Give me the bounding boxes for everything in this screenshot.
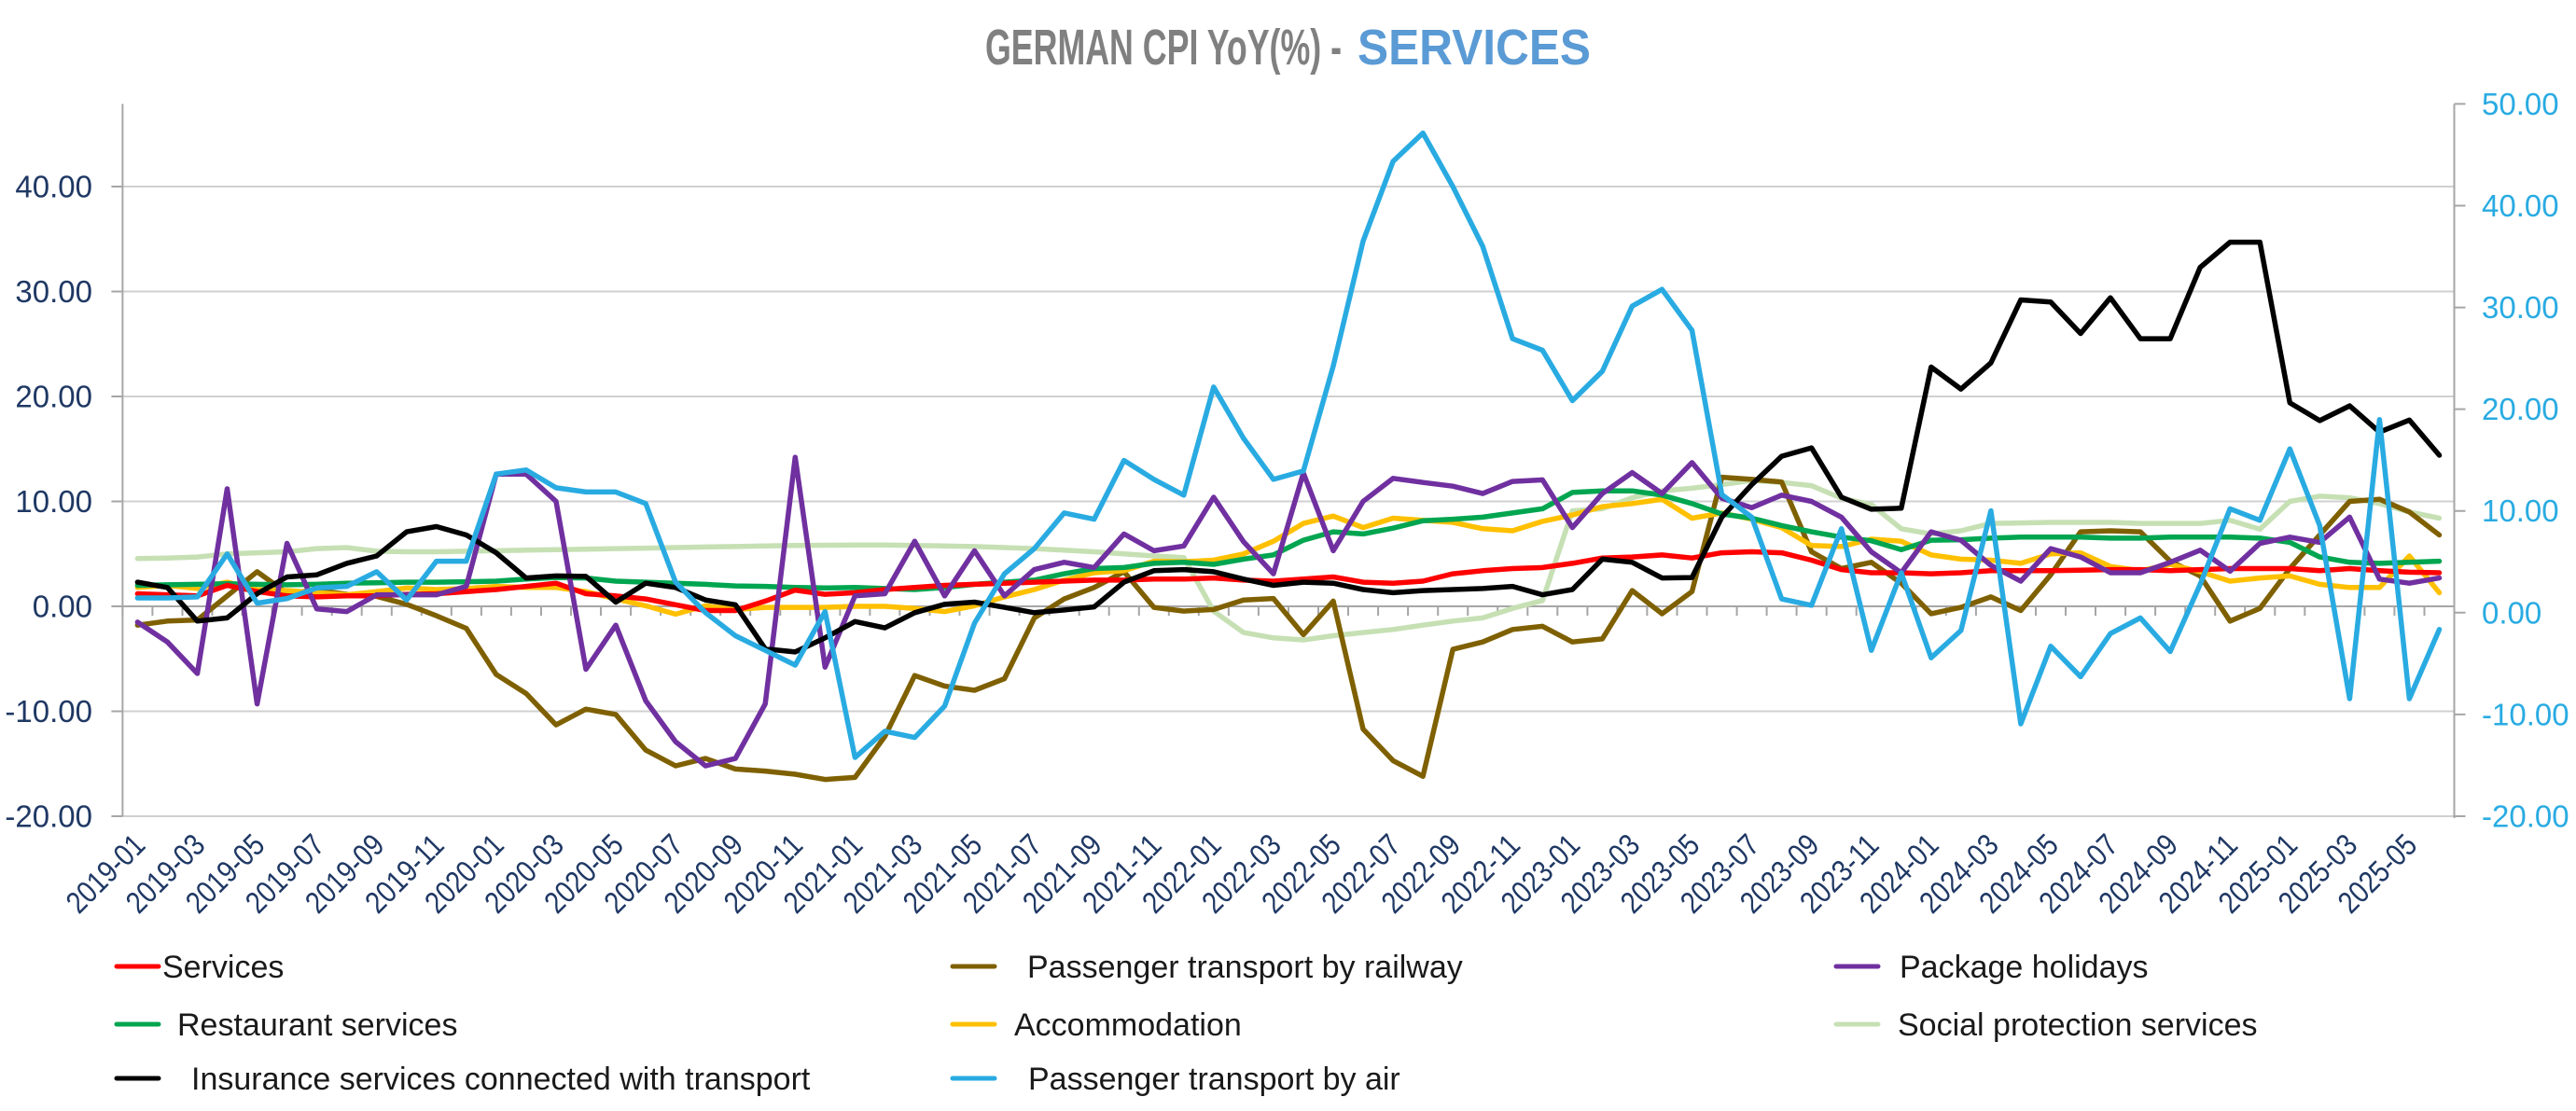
svg-text:40.00: 40.00: [2482, 188, 2559, 223]
svg-text:Passenger transport by railway: Passenger transport by railway: [1027, 950, 1463, 985]
svg-text:10.00: 10.00: [15, 484, 92, 519]
svg-text:-20.00: -20.00: [2482, 799, 2569, 834]
svg-text:40.00: 40.00: [15, 170, 92, 204]
svg-text:0.00: 0.00: [2482, 595, 2541, 630]
svg-text:Restaurant services: Restaurant services: [177, 1007, 457, 1043]
svg-text:Package holidays: Package holidays: [1900, 950, 2149, 985]
svg-text:SERVICES: SERVICES: [1358, 20, 1591, 76]
svg-text:30.00: 30.00: [2482, 290, 2559, 325]
svg-text:50.00: 50.00: [2482, 87, 2559, 121]
svg-text:Accommodation: Accommodation: [1014, 1007, 1242, 1043]
svg-text:20.00: 20.00: [15, 380, 92, 414]
svg-text:Insurance services connected w: Insurance services connected with transp…: [191, 1062, 811, 1097]
svg-text:0.00: 0.00: [33, 590, 92, 624]
svg-text:-10.00: -10.00: [5, 694, 92, 729]
svg-text:20.00: 20.00: [2482, 392, 2559, 426]
svg-text:Social protection services: Social protection services: [1898, 1007, 2258, 1043]
svg-text:-10.00: -10.00: [2482, 697, 2569, 731]
svg-text:-20.00: -20.00: [5, 799, 92, 834]
svg-text:Passenger transport by air: Passenger transport by air: [1028, 1062, 1400, 1097]
svg-text:10.00: 10.00: [2482, 493, 2559, 528]
svg-text:30.00: 30.00: [15, 274, 92, 309]
svg-text:GERMAN CPI YoY(%) -: GERMAN CPI YoY(%) -: [985, 20, 1342, 76]
svg-text:Services: Services: [162, 950, 284, 985]
